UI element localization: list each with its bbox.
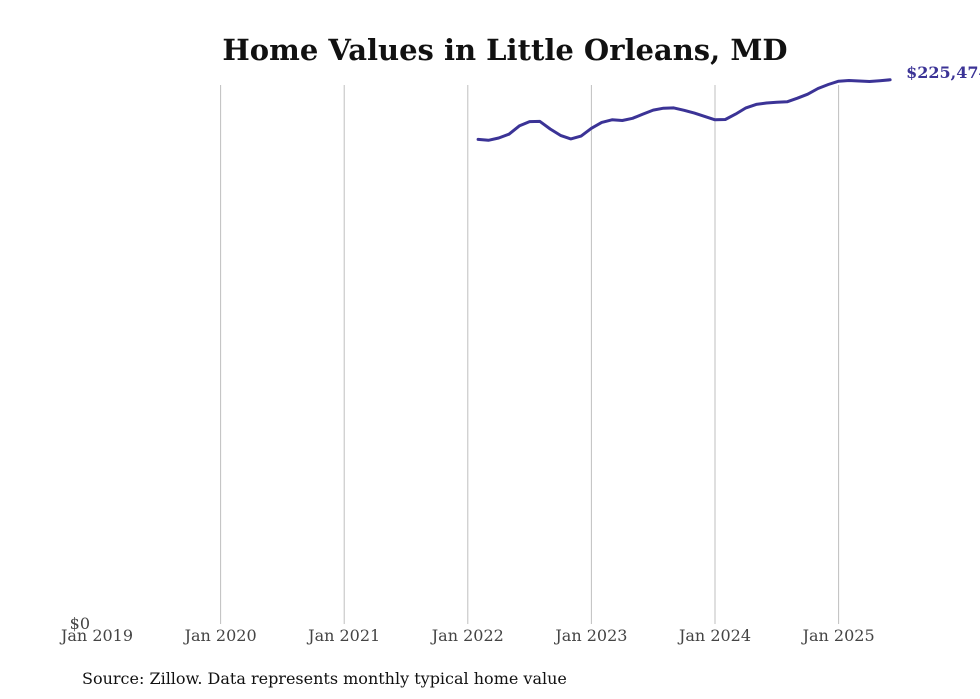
- vertical-grid-lines: [220, 85, 840, 624]
- x-tick-label-2025: Jan 2025: [801, 626, 875, 645]
- home-value-line: [476, 78, 892, 142]
- x-tick-label-2021: Jan 2021: [306, 626, 380, 645]
- x-axis-tick-labels: Jan 2019 Jan 2020 Jan 2021 Jan 2022 Jan 2023…: [59, 626, 875, 645]
- x-tick-label-2022: Jan 2022: [430, 626, 504, 645]
- chart-title: Home Values in Little Orleans, MD: [222, 33, 787, 67]
- source-note: Source: Zillow. Data represents monthly …: [82, 669, 567, 688]
- x-tick-label-2023: Jan 2023: [553, 626, 627, 645]
- x-tick-label-2020: Jan 2020: [183, 626, 257, 645]
- y-axis-zero-label: $0: [70, 614, 90, 633]
- latest-value-label: $225,474: [906, 63, 980, 82]
- x-tick-label-2024: Jan 2024: [677, 626, 751, 645]
- x-tick-label-2019: Jan 2019: [59, 626, 133, 645]
